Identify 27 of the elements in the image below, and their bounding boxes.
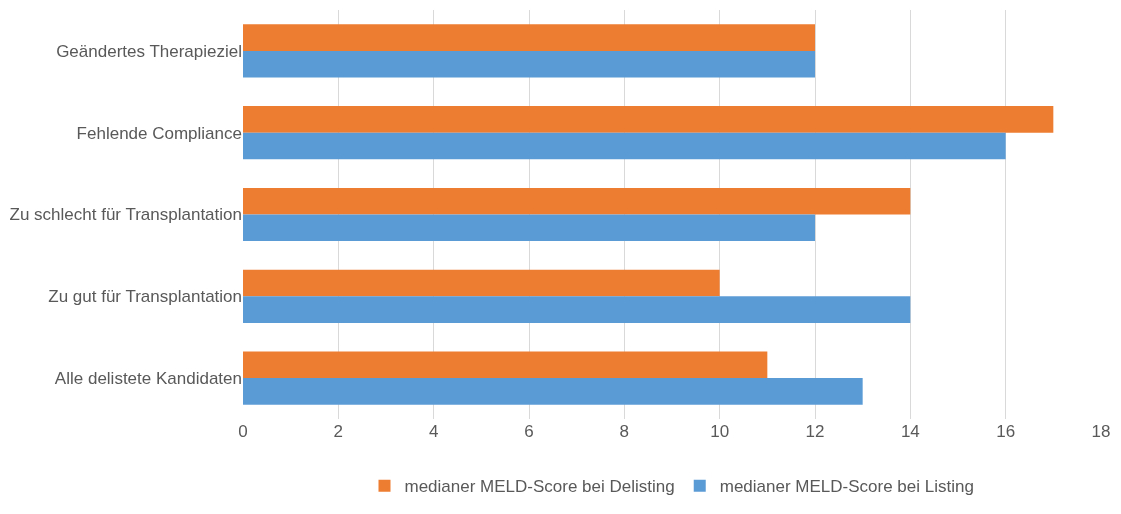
x-tick-label: 16 [996,422,1016,441]
y-tick-label: Alle delistete Kandidaten [54,369,242,389]
x-tick-label: 2 [333,422,344,441]
x-tick-label: 18 [1091,422,1111,441]
bar [243,214,815,242]
x-tick-label: 4 [428,422,439,441]
bar [243,24,815,51]
x-tick-label: 8 [619,422,630,441]
x-tick-label: 6 [524,422,534,441]
y-tick-label: Zu schlecht für Transplantation [9,205,242,225]
bar [243,378,863,405]
legend-label: medianer MELD-Score bei Listing [719,477,974,497]
bar [243,132,1006,160]
x-tick-label: 12 [805,422,825,441]
x-tick-label: 0 [238,422,248,441]
x-tick-label: 14 [900,422,920,441]
y-tick-label: Zu gut für Transplantation [48,287,242,307]
y-tick-label: Fehlende Compliance [76,123,242,143]
bar [243,106,1054,133]
legend-label: medianer MELD-Score bei Delisting [404,477,675,497]
bar [243,50,815,78]
x-tick-label: 10 [710,422,730,441]
bar [243,269,720,297]
bar [243,187,911,215]
bar [243,351,768,379]
bar [243,296,911,323]
y-tick-label: Geändertes Therapieziel [56,41,242,61]
